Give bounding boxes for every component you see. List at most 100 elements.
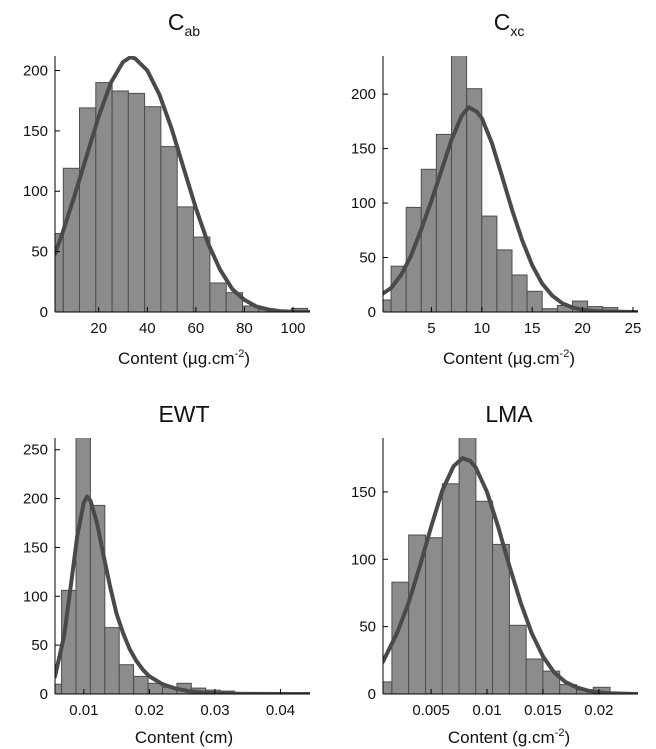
y-tick-label: 0 (368, 686, 376, 703)
y-tick-label: 0 (40, 686, 48, 703)
x-label-main: Content (µg.cm (443, 349, 560, 368)
histogram-bar (105, 628, 119, 694)
chart-marks: 5 10 15 20 25 0 50 100 150 200 (351, 51, 641, 337)
y-tick-label: 0 (40, 304, 48, 321)
x-tick-label: 80 (236, 320, 253, 337)
y-tick-label: 100 (23, 588, 48, 605)
y-tick-label: 50 (31, 244, 48, 261)
title-base: LMA (485, 401, 533, 427)
histogram-bar (76, 401, 90, 694)
x-axis-label: Content (µg.cm-2) (443, 348, 575, 368)
y-tick-label: 150 (351, 141, 376, 158)
x-tick-label: 0.02 (584, 702, 613, 719)
y-tick-label: 50 (359, 250, 376, 267)
y-tick-label: 150 (23, 123, 48, 140)
y-tick-label: 150 (351, 484, 376, 501)
x-axis-label: Content (g.cm-2) (448, 727, 570, 747)
y-tick-label: 150 (23, 539, 48, 556)
x-tick-label: 0.01 (472, 702, 501, 719)
histogram-bar (509, 625, 526, 694)
chart-marks: 0.01 0.02 0.03 0.04 0 50 100 150 200 250 (23, 401, 310, 719)
title-base: C (494, 9, 511, 35)
x-tick-label: 20 (90, 320, 107, 337)
title-subscript: ab (185, 23, 201, 39)
histogram-bar (383, 300, 391, 312)
chart-title: Cab (168, 9, 200, 39)
plot-area (383, 51, 638, 312)
x-tick-label: 0.02 (135, 702, 164, 719)
plot-area (55, 401, 310, 694)
histogram-bar (527, 291, 542, 312)
histogram-bar (426, 538, 443, 694)
histogram-bar (442, 484, 459, 694)
histogram-bar (452, 51, 467, 312)
y-tick-label: 200 (351, 86, 376, 103)
histogram-bar (145, 107, 161, 312)
x-tick-label: 10 (473, 320, 490, 337)
x-tick-label: 25 (625, 320, 642, 337)
x-tick-label: 100 (280, 320, 305, 337)
x-tick-label: 5 (427, 320, 435, 337)
chart-cab: Cab Content (µg.cm-2) 20 40 60 80 100 0 50 100 1… (23, 9, 310, 368)
x-axis-label: Content (cm) (135, 728, 233, 747)
chart-marks: 0.005 0.01 0.015 0.02 0 50 100 150 (351, 425, 638, 720)
histogram-bar (512, 275, 527, 312)
chart-lma: LMA Content (g.cm-2) 0.005 0.01 0.015 0.020… (351, 401, 638, 747)
x-tick-label: 0.01 (69, 702, 98, 719)
x-tick-label: 15 (524, 320, 541, 337)
histogram-bar (193, 237, 210, 312)
chart-marks: 20 40 60 80 100 0 50 100 150 200 (23, 56, 310, 337)
title-subscript: xc (510, 23, 524, 39)
y-tick-label: 250 (23, 442, 48, 459)
x-tick-label: 40 (139, 320, 156, 337)
histogram-bar (497, 250, 512, 312)
histogram-bar (55, 684, 62, 694)
x-tick-label: 20 (574, 320, 591, 337)
title-base: C (168, 9, 185, 35)
x-label-tail: ) (569, 349, 575, 368)
histogram-bar (119, 665, 133, 694)
x-label-superscript: -2 (235, 348, 245, 360)
x-tick-label: 0.04 (266, 702, 295, 719)
x-label-tail: ) (244, 349, 250, 368)
histogram-bar (177, 207, 193, 312)
histogram-bar (493, 544, 510, 694)
histogram-bar (526, 659, 543, 694)
histogram-bar (467, 89, 482, 312)
chart-ewt: EWT Content (cm) 0.01 0.02 0.03 0.04 0 50 100 1… (23, 401, 310, 747)
x-tick-label: 60 (188, 320, 205, 337)
y-tick-label: 50 (31, 637, 48, 654)
y-tick-label: 100 (23, 183, 48, 200)
y-tick-label: 100 (351, 551, 376, 568)
x-label-main: Content (g.cm (448, 728, 555, 747)
x-tick-label: 0.005 (412, 702, 450, 719)
y-tick-label: 100 (351, 195, 376, 212)
histogram-bar (476, 501, 493, 694)
histogram-bar (112, 91, 128, 312)
histogram-bar (210, 283, 226, 312)
x-tick-label: 0.03 (200, 702, 229, 719)
x-label-main: Content (cm) (135, 728, 233, 747)
plot-area (50, 57, 310, 312)
x-label-main: Content (µg.cm (118, 349, 235, 368)
x-axis-label: Content (µg.cm-2) (118, 348, 250, 368)
chart-title: LMA (485, 401, 533, 427)
histogram-bar (128, 93, 144, 312)
x-label-superscript: -2 (560, 348, 570, 360)
histogram-bar (161, 147, 177, 312)
plot-area (383, 425, 638, 695)
y-tick-label: 0 (368, 304, 376, 321)
y-tick-label: 200 (23, 491, 48, 508)
chart-title: Cxc (494, 9, 525, 39)
y-tick-label: 50 (359, 619, 376, 636)
chart-title: EWT (158, 401, 209, 427)
histogram-bar (383, 682, 392, 694)
x-label-tail: ) (564, 728, 570, 747)
x-tick-label: 0.015 (524, 702, 562, 719)
histogram-bar (134, 676, 148, 694)
histogram-bar (482, 216, 497, 312)
title-base: EWT (158, 401, 209, 427)
chart-cxc: Cxc Content (µg.cm-2) 5 10 15 20 25 0 50 100 150… (351, 9, 641, 368)
y-tick-label: 200 (23, 62, 48, 79)
